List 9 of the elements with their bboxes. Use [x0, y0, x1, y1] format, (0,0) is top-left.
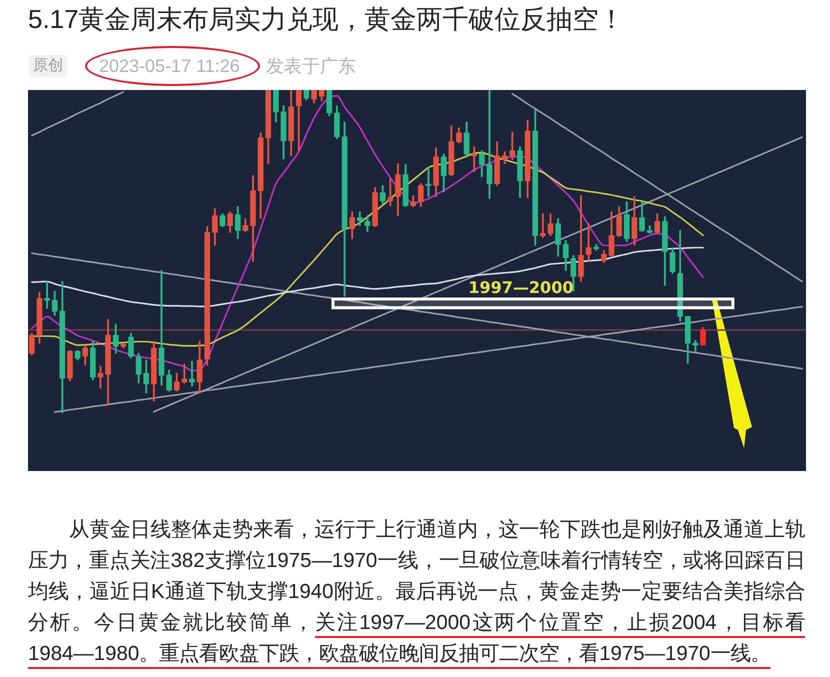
- text: 2023-05-17 11:26: [99, 56, 240, 76]
- chart-title: 5.17黄金周末布局实力兑现，黄金两千破位反抽空！: [28, 3, 625, 35]
- candlestick: [540, 213, 546, 238]
- text: 发表于广东: [266, 56, 356, 76]
- candlestick: [44, 281, 50, 309]
- text: 从黄金日线整体走势来看，运行于上行通道内，这一轮下跌也是刚好触及通道上轨压力，重点关注382支撑位1975—1970一线，一旦破位意味着行情转空，或将回踩百日均线，逼近日K通道下轨支撑1940附近。最后再说一点，黄金走势一定要结合美指综合分析。今日黄金就比较简单，关注1997—2000这两个位置空，止损2004，目标看1984—1980。重点看欧盘下跌，欧盘破位晚间反抽可二次空，看1975—1970一线。: [28, 519, 805, 665]
- text: 原创: [29, 55, 67, 77]
- candlestick: [189, 360, 195, 387]
- candlestick: [426, 166, 432, 197]
